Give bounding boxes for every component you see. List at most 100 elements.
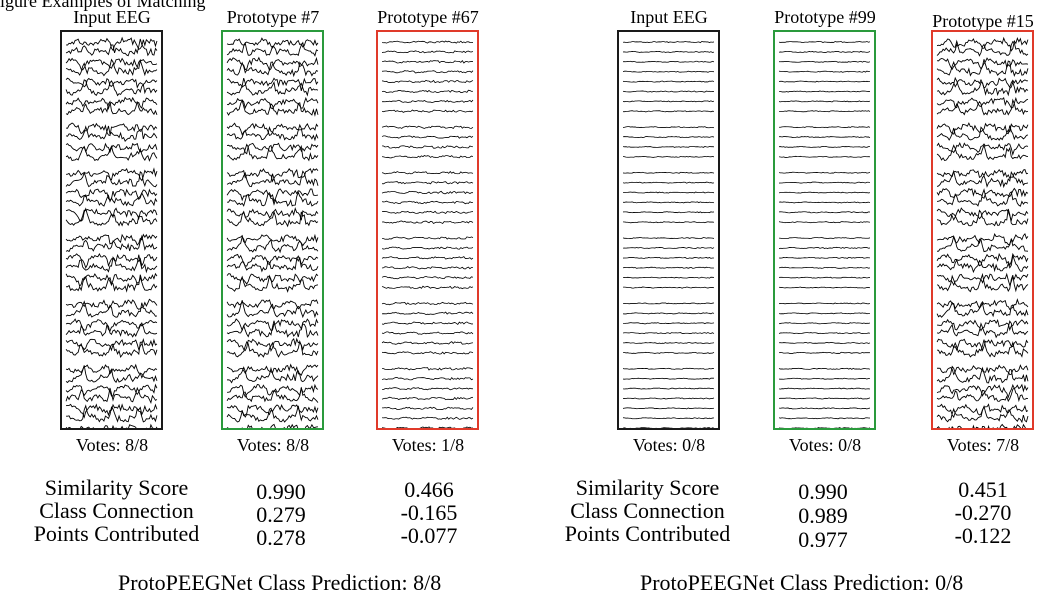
eeg-channel-trace bbox=[779, 407, 871, 410]
eeg-channel-trace bbox=[226, 405, 319, 423]
eeg-channel-trace bbox=[622, 156, 715, 158]
eeg-channel-trace bbox=[381, 331, 474, 335]
eeg-channel-trace bbox=[226, 233, 319, 247]
eeg-channel-trace bbox=[778, 50, 871, 53]
right-input-eeg-panel bbox=[617, 30, 720, 430]
eeg-channel-trace bbox=[936, 96, 1029, 109]
eeg-channel-trace bbox=[226, 77, 319, 91]
eeg-channel-trace bbox=[779, 90, 870, 93]
eeg-channel-trace bbox=[936, 387, 1029, 403]
eeg-channel-trace bbox=[778, 41, 871, 44]
eeg-channel-trace bbox=[623, 387, 715, 390]
eeg-channel-trace bbox=[226, 37, 319, 49]
eeg-channel-trace bbox=[936, 252, 1029, 267]
eeg-channel-trace bbox=[66, 36, 158, 52]
right-proto15-title: Prototype #15 bbox=[932, 11, 1034, 31]
eeg-channel-trace bbox=[778, 286, 871, 289]
eeg-channel-trace bbox=[623, 322, 715, 325]
value: 0.990 bbox=[798, 479, 848, 504]
eeg-channel-trace bbox=[65, 403, 158, 419]
eeg-channel-trace bbox=[936, 383, 1029, 399]
left-input-eeg-panel bbox=[60, 30, 163, 430]
similarity-score-label: Similarity Score bbox=[575, 475, 720, 500]
eeg-channel-trace bbox=[382, 220, 474, 224]
eeg-channel-trace bbox=[937, 364, 1029, 376]
value: -0.122 bbox=[954, 523, 1012, 548]
eeg-channel-trace bbox=[623, 201, 715, 204]
eeg-channel-trace bbox=[65, 207, 158, 227]
eeg-channel-trace bbox=[382, 145, 474, 149]
eeg-traces bbox=[226, 37, 319, 428]
eeg-channel-trace bbox=[65, 365, 158, 384]
eeg-channel-trace bbox=[226, 339, 319, 358]
eeg-channel-trace bbox=[936, 320, 1029, 339]
eeg-channel-trace bbox=[65, 77, 158, 89]
eeg-channel-trace bbox=[66, 275, 158, 293]
eeg-channel-trace bbox=[381, 155, 474, 159]
eeg-channel-trace bbox=[623, 60, 715, 63]
eeg-channel-trace bbox=[778, 302, 871, 305]
eeg-channel-trace bbox=[226, 255, 319, 273]
eeg-channel-trace bbox=[381, 50, 474, 54]
points-contributed-label: Points Contributed bbox=[33, 521, 200, 546]
eeg-channel-trace bbox=[623, 110, 715, 113]
eeg-channel-trace bbox=[936, 57, 1029, 71]
right-proto15-panel bbox=[931, 30, 1034, 430]
right-metric-labels: Similarity Score Class Connection Points… bbox=[545, 476, 750, 545]
left-proto67-values: 0.466 -0.165 -0.077 bbox=[374, 478, 484, 547]
eeg-channel-trace bbox=[778, 332, 871, 334]
right-input-title: Input EEG bbox=[630, 7, 708, 27]
eeg-channel-trace bbox=[936, 40, 1029, 57]
value: 0.451 bbox=[958, 477, 1008, 502]
eeg-channel-trace bbox=[381, 377, 474, 381]
eeg-channel-trace bbox=[622, 266, 714, 269]
eeg-channel-trace bbox=[779, 126, 871, 129]
eeg-channel-trace bbox=[778, 100, 871, 103]
eeg-channel-trace bbox=[779, 136, 871, 138]
right-input-votes: Votes: 0/8 bbox=[632, 435, 706, 455]
right-proto15-votes: Votes: 7/8 bbox=[946, 435, 1020, 455]
right-proto99-votes: Votes: 0/8 bbox=[788, 435, 862, 455]
eeg-channel-trace bbox=[936, 339, 1029, 358]
eeg-channel-trace bbox=[623, 397, 715, 400]
eeg-channel-trace bbox=[622, 80, 715, 83]
eeg-channel-trace bbox=[779, 341, 871, 345]
eeg-channel-trace bbox=[381, 341, 474, 345]
eeg-channel-trace bbox=[382, 60, 473, 64]
eeg-channel-trace bbox=[226, 41, 319, 57]
eeg-channel-trace bbox=[226, 210, 319, 228]
eeg-channel-trace bbox=[623, 351, 715, 354]
eeg-channel-trace bbox=[382, 236, 474, 240]
left-proto7-values: 0.990 0.279 0.278 bbox=[226, 480, 336, 549]
left-proto7-votes: Votes: 8/8 bbox=[236, 435, 310, 455]
eeg-channel-trace bbox=[778, 221, 871, 224]
value: 0.279 bbox=[256, 502, 306, 527]
eeg-channel-trace bbox=[778, 155, 871, 158]
left-proto7-title: Prototype #7 bbox=[226, 7, 320, 27]
value: 0.977 bbox=[798, 527, 848, 552]
class-connection-label: Class Connection bbox=[39, 498, 194, 523]
right-proto15-values: 0.451 -0.270 -0.122 bbox=[928, 478, 1038, 547]
eeg-channel-trace bbox=[623, 286, 715, 289]
eeg-channel-trace bbox=[623, 341, 715, 345]
eeg-channel-trace bbox=[381, 190, 473, 195]
eeg-channel-trace bbox=[779, 145, 871, 148]
eeg-channel-trace bbox=[381, 321, 473, 326]
eeg-channel-trace bbox=[778, 387, 871, 390]
eeg-channel-trace bbox=[936, 207, 1029, 223]
eeg-channel-trace bbox=[65, 321, 158, 338]
eeg-channel-trace bbox=[65, 300, 158, 318]
eeg-channel-trace bbox=[936, 169, 1029, 189]
eeg-channel-trace bbox=[226, 387, 319, 403]
eeg-channel-trace bbox=[622, 70, 714, 73]
eeg-channel-trace bbox=[226, 142, 319, 155]
right-proto99-title: Prototype #99 bbox=[774, 7, 876, 27]
eeg-channel-trace bbox=[936, 168, 1029, 179]
left-example: Input EEG Votes: 8/8 Prototype #7 Votes:… bbox=[0, 0, 520, 601]
value: 0.990 bbox=[256, 479, 306, 504]
eeg-channel-trace bbox=[936, 125, 1029, 141]
eeg-channel-trace bbox=[778, 276, 871, 279]
eeg-channel-trace bbox=[778, 191, 871, 194]
eeg-channel-trace bbox=[226, 123, 319, 142]
eeg-channel-trace bbox=[65, 170, 158, 188]
